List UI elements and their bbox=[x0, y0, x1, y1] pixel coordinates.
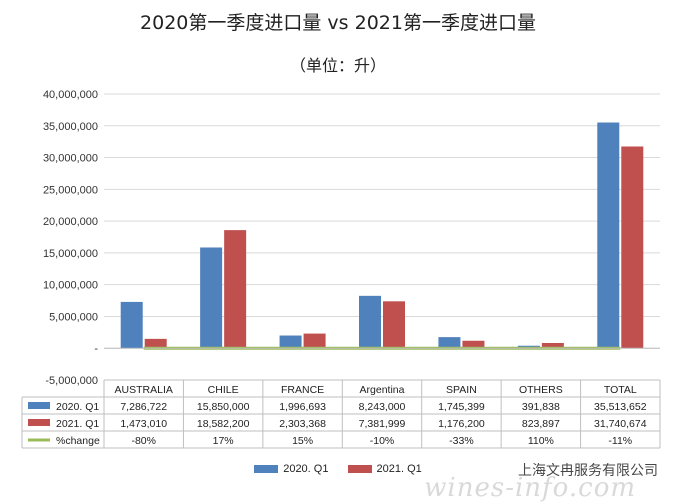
bar bbox=[279, 335, 302, 349]
x-tick-label: SPAIN bbox=[446, 384, 477, 396]
chart-title: 2020第一季度进口量 vs 2021第一季度进口量 bbox=[140, 12, 536, 34]
legend-label-2021: 2021. Q1 bbox=[376, 463, 422, 475]
data-label: 17% bbox=[213, 435, 234, 447]
table-row-label: 2020. Q1 bbox=[56, 401, 99, 413]
data-label: 1,176,200 bbox=[438, 418, 485, 430]
x-tick-label: TOTAL bbox=[604, 384, 637, 396]
legend: 2020. Q1 2021. Q1 bbox=[0, 463, 676, 476]
bar bbox=[120, 301, 143, 349]
y-tick-label: 5,000,000 bbox=[49, 311, 98, 323]
x-tick-label: OTHERS bbox=[519, 384, 563, 396]
data-label: 7,381,999 bbox=[359, 418, 406, 430]
bar bbox=[359, 295, 381, 349]
bar bbox=[438, 337, 461, 349]
legend-swatch-2021 bbox=[347, 465, 372, 473]
data-label: 31,740,674 bbox=[594, 418, 647, 430]
y-tick-label: 35,000,000 bbox=[43, 121, 98, 133]
chart-subtitle: （单位：升） bbox=[289, 56, 386, 75]
bar bbox=[383, 301, 405, 349]
data-label: -33% bbox=[449, 435, 474, 447]
data-label: 110% bbox=[528, 435, 554, 447]
data-label: 18,582,200 bbox=[197, 418, 250, 430]
y-tick-label: 30,000,000 bbox=[43, 153, 98, 165]
bar bbox=[621, 146, 644, 349]
y-tick-label: 15,000,000 bbox=[43, 248, 98, 260]
bar bbox=[597, 122, 620, 349]
bar bbox=[541, 342, 564, 349]
x-tick-label: FRANCE bbox=[281, 384, 324, 396]
y-tick-label: 20,000,000 bbox=[43, 216, 98, 228]
legend-swatch-2020 bbox=[254, 465, 279, 473]
y-tick-label: -5,000,000 bbox=[45, 375, 98, 387]
y-tick-label: 40,000,000 bbox=[43, 89, 98, 101]
bar bbox=[303, 333, 326, 349]
data-label: -11% bbox=[608, 435, 632, 447]
x-tick-label: CHILE bbox=[208, 384, 239, 396]
legend-item-2020: 2020. Q1 bbox=[254, 463, 328, 475]
bar bbox=[200, 247, 223, 349]
y-tick-label: 10,000,000 bbox=[43, 280, 98, 292]
y-tick-label: 25,000,000 bbox=[43, 184, 98, 196]
data-label: 1,473,010 bbox=[120, 418, 167, 430]
data-label: 15% bbox=[292, 435, 313, 447]
watermark-site: wines-info.com bbox=[424, 473, 636, 503]
data-label: 823,897 bbox=[522, 418, 560, 430]
watermark-company: 上海文冉服务有限公司 bbox=[518, 463, 658, 479]
data-label: 391,838 bbox=[522, 401, 560, 413]
data-label: 1,745,399 bbox=[438, 401, 485, 413]
table-row-label: %change bbox=[56, 435, 100, 447]
data-label: 8,243,000 bbox=[359, 401, 406, 413]
bar bbox=[462, 340, 485, 349]
legend-label-2020: 2020. Q1 bbox=[283, 463, 329, 475]
table-legend-swatch bbox=[28, 419, 50, 426]
bar bbox=[224, 230, 247, 349]
table-row-label: 2021. Q1 bbox=[56, 418, 99, 430]
legend-item-2021: 2021. Q1 bbox=[347, 463, 422, 475]
data-label: 1,996,693 bbox=[279, 401, 326, 413]
data-label: 15,850,000 bbox=[197, 401, 250, 413]
data-label: 7,286,722 bbox=[120, 401, 167, 413]
data-label: 2,303,368 bbox=[279, 418, 326, 430]
data-label: 35,513,652 bbox=[594, 401, 647, 413]
data-label: -10% bbox=[370, 435, 395, 447]
bar bbox=[144, 338, 167, 349]
table-legend-swatch bbox=[28, 402, 50, 409]
x-tick-label: AUSTRALIA bbox=[115, 384, 173, 396]
y-tick-label: - bbox=[94, 343, 98, 355]
data-label: -80% bbox=[131, 435, 156, 447]
x-tick-label: Argentina bbox=[360, 384, 405, 396]
